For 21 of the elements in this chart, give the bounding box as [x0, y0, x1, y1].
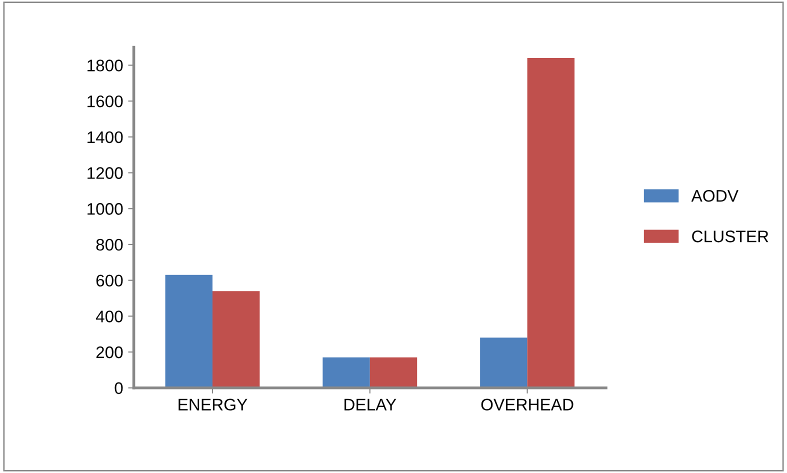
- y-tick-label: 1600: [88, 95, 123, 108]
- legend-label: CLUSTER: [692, 230, 768, 242]
- legend-label: AODV: [691, 190, 738, 202]
- y-tick-label: 1000: [88, 203, 123, 215]
- y-tick-label: 0: [114, 382, 123, 394]
- bar: [370, 357, 418, 388]
- y-tick-label: 400: [96, 310, 123, 322]
- y-tick-label: 200: [96, 346, 123, 358]
- bar: [212, 291, 260, 388]
- x-tick-label: DELAY: [344, 398, 396, 410]
- y-tick-label: 1200: [88, 167, 123, 179]
- bar: [480, 338, 528, 388]
- x-tick-label: OVERHEAD: [481, 398, 574, 411]
- x-tick-label: ENERGY: [178, 398, 248, 411]
- y-tick-label: 600: [96, 274, 123, 287]
- bar: [322, 357, 370, 388]
- y-tick-label: 1800: [88, 60, 123, 72]
- bar: [527, 58, 575, 388]
- y-tick-label: 1400: [88, 131, 123, 144]
- bar: [165, 274, 212, 388]
- y-tick-label: 800: [96, 238, 123, 251]
